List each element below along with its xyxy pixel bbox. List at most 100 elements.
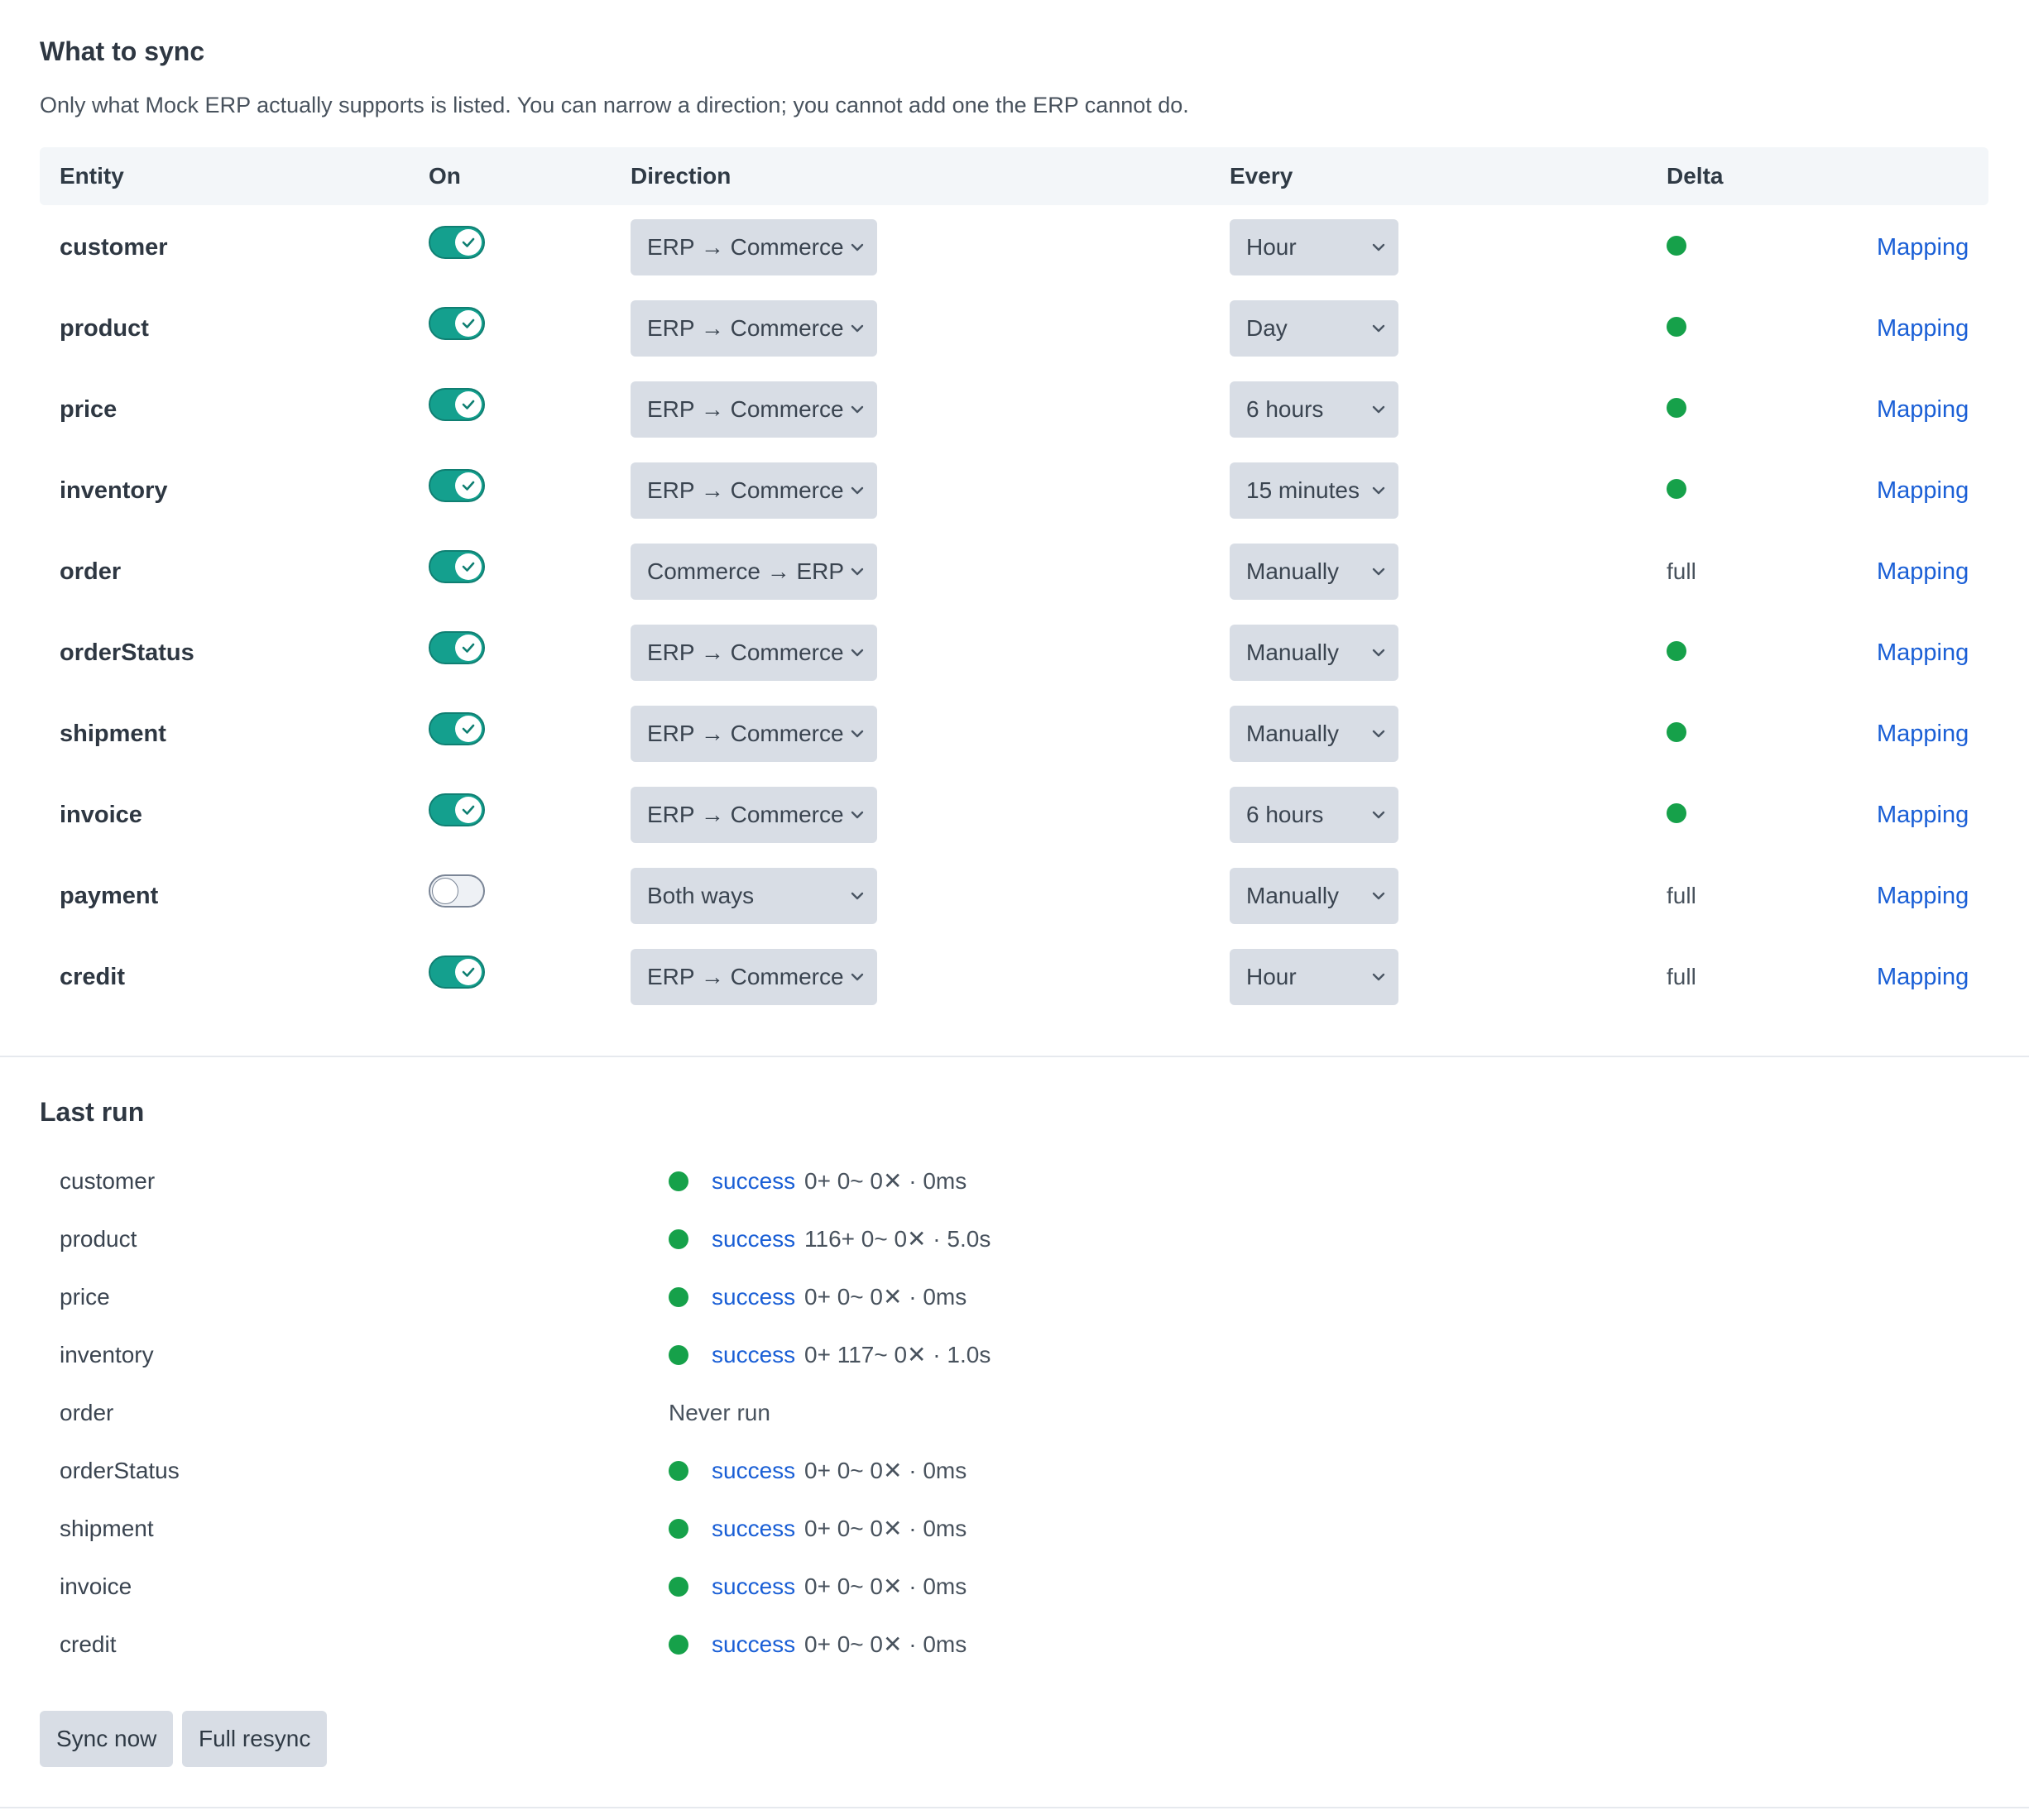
enable-toggle[interactable] — [429, 631, 485, 664]
list-item: orderStatus success 0+ 0~ 0✕ · 0ms — [0, 1442, 2029, 1500]
mapping-link[interactable]: Mapping — [1877, 396, 1969, 423]
direction-select[interactable]: ERP → Commerce — [631, 300, 877, 357]
enable-toggle[interactable] — [429, 712, 485, 745]
check-icon — [462, 400, 475, 410]
frequency-value: 15 minutes — [1246, 477, 1360, 503]
run-status-link[interactable]: success — [712, 1284, 796, 1310]
enable-toggle[interactable] — [429, 793, 485, 826]
table-row: order Commerce → ERP Manually full Mapping — [0, 531, 2029, 612]
status-dot-icon — [1667, 641, 1686, 661]
run-stats: 0+ 0~ 0✕ · 0ms — [804, 1573, 967, 1599]
frequency-select[interactable]: Day — [1230, 300, 1398, 357]
direction-select[interactable]: Commerce → ERP — [631, 544, 877, 600]
entity-name: inventory — [60, 477, 168, 504]
chevron-down-icon — [851, 730, 864, 738]
mapping-link[interactable]: Mapping — [1877, 802, 1969, 828]
section-divider — [0, 1056, 2029, 1057]
run-status-link[interactable]: success — [712, 1458, 796, 1483]
toggle-knob — [455, 229, 482, 256]
delta-mode: full — [1667, 558, 1696, 584]
chevron-down-icon — [1372, 243, 1385, 251]
direction-value: ERP → Commerce — [647, 234, 844, 260]
run-status-link[interactable]: success — [712, 1631, 796, 1657]
sync-now-button[interactable]: Sync now — [40, 1711, 174, 1767]
frequency-select[interactable]: Hour — [1230, 949, 1398, 1005]
run-status-link[interactable]: success — [712, 1342, 796, 1367]
mapping-link[interactable]: Mapping — [1877, 477, 1969, 504]
table-row: credit ERP → Commerce Hour full Mapping — [0, 936, 2029, 1018]
run-status-link[interactable]: success — [712, 1573, 796, 1599]
frequency-value: Hour — [1246, 234, 1297, 260]
status-dot-icon — [669, 1461, 688, 1481]
status-dot-icon — [669, 1287, 688, 1307]
enable-toggle[interactable] — [429, 388, 485, 421]
entity-name: invoice — [60, 802, 142, 828]
status-dot-icon — [669, 1635, 688, 1655]
frequency-select[interactable]: Manually — [1230, 868, 1398, 924]
list-item: shipment success 0+ 0~ 0✕ · 0ms — [0, 1500, 2029, 1558]
direction-select[interactable]: ERP → Commerce — [631, 625, 877, 681]
direction-select[interactable]: ERP → Commerce — [631, 462, 877, 519]
frequency-select[interactable]: 6 hours — [1230, 381, 1398, 438]
chevron-down-icon — [851, 568, 864, 576]
mapping-link[interactable]: Mapping — [1877, 883, 1969, 909]
toggle-knob — [455, 959, 482, 985]
frequency-select[interactable]: 6 hours — [1230, 787, 1398, 843]
run-stats: 0+ 0~ 0✕ · 0ms — [804, 1516, 967, 1541]
frequency-select[interactable]: Hour — [1230, 219, 1398, 275]
run-stats: 0+ 0~ 0✕ · 0ms — [804, 1168, 967, 1194]
run-entity-name: inventory — [60, 1342, 154, 1367]
run-entity-name: order — [60, 1400, 114, 1425]
chevron-down-icon — [851, 811, 864, 819]
enable-toggle[interactable] — [429, 956, 485, 989]
header-direction: Direction — [631, 163, 731, 189]
sync-intro-text: Only what Mock ERP actually supports is … — [40, 93, 1189, 117]
chevron-down-icon — [1372, 405, 1385, 414]
frequency-value: Hour — [1246, 964, 1297, 989]
entity-name: customer — [60, 234, 168, 261]
run-entity-name: product — [60, 1226, 137, 1252]
table-row: customer ERP → Commerce Hour Mapping — [0, 207, 2029, 288]
frequency-select[interactable]: Manually — [1230, 706, 1398, 762]
frequency-select[interactable]: Manually — [1230, 544, 1398, 600]
enable-toggle[interactable] — [429, 307, 485, 340]
enable-toggle[interactable] — [429, 469, 485, 502]
chevron-down-icon — [1372, 811, 1385, 819]
run-status-link[interactable]: success — [712, 1516, 796, 1541]
frequency-select[interactable]: 15 minutes — [1230, 462, 1398, 519]
run-entity-name: shipment — [60, 1516, 154, 1541]
entity-name: price — [60, 396, 118, 423]
last-run-title: Last run — [40, 1097, 145, 1127]
frequency-select[interactable]: Manually — [1230, 625, 1398, 681]
direction-select[interactable]: Both ways — [631, 868, 877, 924]
mapping-link[interactable]: Mapping — [1877, 558, 1969, 585]
chevron-down-icon — [851, 973, 864, 981]
status-dot-icon — [669, 1345, 688, 1365]
list-item: customer success 0+ 0~ 0✕ · 0ms — [0, 1152, 2029, 1210]
direction-select[interactable]: ERP → Commerce — [631, 787, 877, 843]
enable-toggle[interactable] — [429, 874, 485, 908]
run-status-link[interactable]: success — [712, 1226, 796, 1252]
direction-value: ERP → Commerce — [647, 477, 844, 503]
enable-toggle[interactable] — [429, 226, 485, 259]
mapping-link[interactable]: Mapping — [1877, 234, 1969, 261]
direction-select[interactable]: ERP → Commerce — [631, 219, 877, 275]
full-resync-button[interactable]: Full resync — [182, 1711, 328, 1767]
mapping-link[interactable]: Mapping — [1877, 639, 1969, 666]
enable-toggle[interactable] — [429, 550, 485, 583]
chevron-down-icon — [1372, 892, 1385, 900]
chevron-down-icon — [851, 405, 864, 414]
direction-select[interactable]: ERP → Commerce — [631, 381, 877, 438]
frequency-value: 6 hours — [1246, 802, 1324, 827]
mapping-link[interactable]: Mapping — [1877, 964, 1969, 990]
mapping-link[interactable]: Mapping — [1877, 315, 1969, 342]
direction-select[interactable]: ERP → Commerce — [631, 949, 877, 1005]
check-icon — [462, 724, 475, 734]
toggle-knob — [455, 635, 482, 661]
delta-mode: full — [1667, 883, 1696, 908]
list-item: order Never run — [0, 1384, 2029, 1442]
run-status-link[interactable]: success — [712, 1168, 796, 1194]
direction-select[interactable]: ERP → Commerce — [631, 706, 877, 762]
check-icon — [462, 481, 475, 491]
mapping-link[interactable]: Mapping — [1877, 721, 1969, 747]
